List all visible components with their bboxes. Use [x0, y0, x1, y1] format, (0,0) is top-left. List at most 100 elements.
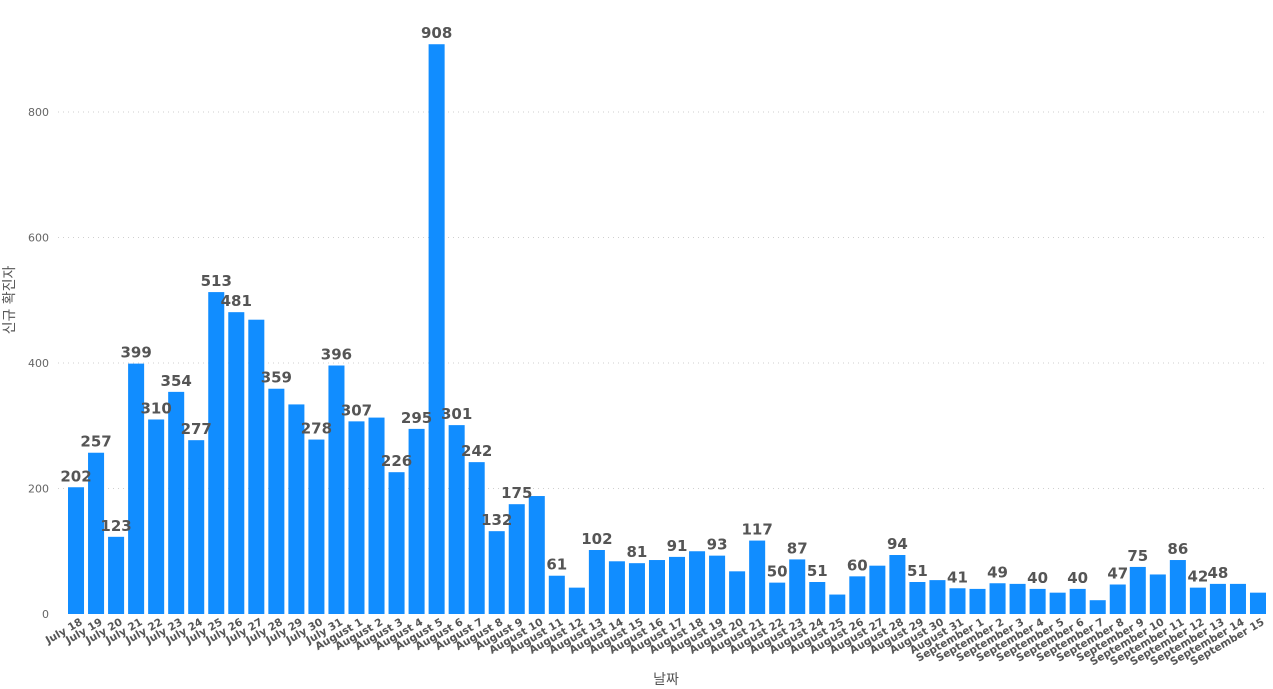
y-tick-label: 800 — [28, 106, 49, 119]
bar — [648, 560, 665, 614]
data-label: 513 — [201, 272, 232, 290]
y-tick-label: 200 — [28, 483, 49, 496]
bar — [1089, 600, 1106, 614]
data-label: 81 — [627, 543, 648, 561]
y-axis-title: 신규 확진자 — [2, 265, 18, 334]
bar — [428, 44, 445, 615]
bar — [1149, 574, 1166, 614]
bar — [1229, 583, 1246, 614]
data-label: 49 — [987, 563, 1008, 581]
bar — [228, 312, 245, 614]
bar — [628, 563, 645, 614]
x-axis-title: 날짜 — [653, 672, 679, 688]
y-tick-label: 600 — [28, 232, 49, 245]
bar — [1049, 592, 1066, 614]
bar — [709, 555, 726, 614]
bar — [1189, 587, 1206, 614]
bar — [208, 292, 225, 614]
data-label: 175 — [501, 484, 532, 502]
bar — [508, 504, 525, 614]
bar — [769, 582, 786, 615]
data-label: 226 — [381, 452, 412, 470]
data-label: 51 — [907, 562, 928, 580]
bar — [1169, 560, 1186, 614]
bar — [1029, 588, 1046, 614]
data-label: 202 — [60, 467, 91, 485]
data-label: 908 — [421, 24, 452, 42]
bar — [969, 588, 986, 614]
data-label: 48 — [1207, 564, 1228, 582]
bar — [568, 587, 585, 614]
data-label: 310 — [140, 399, 171, 417]
y-tick-label: 400 — [28, 357, 49, 370]
bar — [328, 365, 345, 614]
data-label: 123 — [100, 517, 131, 535]
data-label: 359 — [261, 369, 292, 387]
bar — [749, 540, 766, 614]
data-label: 242 — [461, 442, 492, 460]
bar — [448, 425, 465, 614]
bar — [689, 551, 706, 614]
bar — [308, 439, 325, 614]
data-label: 75 — [1127, 547, 1148, 565]
data-label: 60 — [847, 556, 868, 574]
bar — [869, 565, 886, 614]
bar — [1009, 583, 1026, 614]
bar — [608, 561, 625, 614]
bar — [348, 421, 365, 614]
bar — [729, 571, 746, 614]
data-label: 94 — [887, 535, 908, 553]
bar — [268, 388, 285, 614]
data-label: 40 — [1067, 569, 1088, 587]
bar — [669, 556, 686, 614]
data-label: 51 — [807, 562, 828, 580]
bar — [949, 588, 966, 614]
bar — [68, 487, 85, 614]
bar — [1209, 583, 1226, 614]
bar — [408, 428, 425, 614]
bar — [128, 363, 145, 614]
bar — [548, 575, 565, 614]
data-label: 50 — [767, 563, 788, 581]
bar — [168, 391, 185, 614]
bar — [1109, 584, 1126, 614]
data-label: 295 — [401, 409, 432, 427]
bar — [588, 550, 605, 614]
bar — [368, 417, 385, 614]
y-axis-ticks: 0 200 400 600 800 — [28, 106, 49, 621]
bar — [849, 576, 866, 614]
data-label: 47 — [1107, 565, 1128, 583]
bar — [88, 452, 105, 614]
data-label: 91 — [667, 537, 688, 555]
data-label: 93 — [707, 536, 728, 554]
data-label: 86 — [1167, 540, 1188, 558]
data-label: 40 — [1027, 569, 1048, 587]
bar — [108, 536, 125, 614]
bar — [809, 582, 826, 614]
data-label: 132 — [481, 511, 512, 529]
y-tick-label: 0 — [42, 608, 49, 621]
bar — [468, 462, 485, 614]
data-label: 307 — [341, 401, 372, 419]
bar — [1129, 566, 1146, 614]
data-label: 277 — [181, 420, 212, 438]
bar — [1069, 588, 1086, 614]
data-label: 301 — [441, 405, 472, 423]
data-label: 399 — [120, 344, 151, 362]
data-label: 117 — [741, 521, 772, 539]
data-label: 257 — [80, 433, 111, 451]
data-label: 42 — [1187, 568, 1208, 586]
bar — [1249, 592, 1266, 614]
data-label: 481 — [221, 292, 252, 310]
bar — [488, 531, 505, 614]
data-label: 41 — [947, 568, 968, 586]
data-label: 61 — [546, 556, 567, 574]
data-label: 354 — [161, 372, 192, 390]
bar — [248, 319, 265, 614]
bar — [148, 419, 165, 614]
data-label: 87 — [787, 539, 808, 557]
data-labels: 202 257 123 399 310 354 277 513 481 359 278 396 307 2… — [60, 24, 1228, 587]
bars — [68, 44, 1266, 615]
